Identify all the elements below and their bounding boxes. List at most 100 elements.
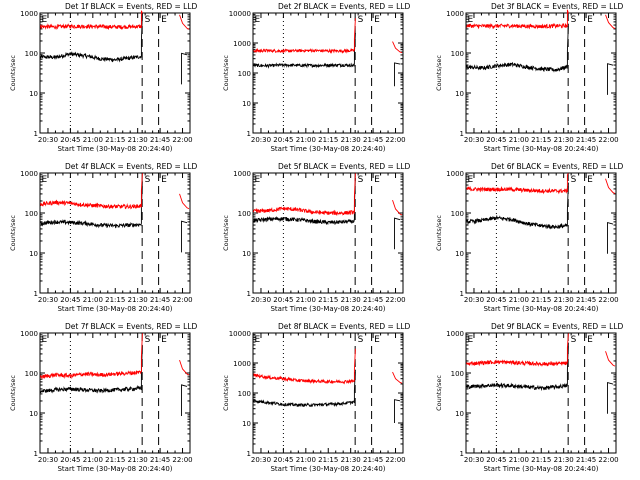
- event-marker: E: [41, 335, 47, 345]
- events-series-line: [253, 369, 356, 408]
- y-tick-label: 1: [247, 450, 251, 458]
- x-tick-label: 20:30: [464, 456, 484, 464]
- x-tick-label: 21:00: [83, 456, 103, 464]
- x-tick-label: 20:30: [464, 296, 484, 304]
- y-tick-label: 100: [238, 390, 251, 398]
- event-marker: S: [145, 175, 151, 185]
- chart-panel: Det 5f BLACK = Events, RED = LLD 1 10 100 10…: [222, 162, 411, 313]
- y-axis-label: Counts/sec: [222, 375, 230, 411]
- chart-panel: Det 9f BLACK = Events, RED = LLD 1 10 100 10…: [435, 322, 624, 473]
- y-tick-label: 1000: [20, 330, 38, 338]
- events-series-line: [40, 181, 143, 229]
- events-series-line: [253, 178, 356, 226]
- x-tick-label: 21:45: [576, 456, 596, 464]
- chart-panel: Det 7f BLACK = Events, RED = LLD 1 10 100 10…: [9, 322, 198, 473]
- x-tick-label: 20:30: [251, 456, 271, 464]
- x-axis-label: Start Time (30-May-08 20:24:40): [483, 305, 598, 313]
- x-tick-label: 20:30: [251, 136, 271, 144]
- x-tick-label: 21:30: [341, 456, 361, 464]
- event-marker: S: [358, 15, 364, 25]
- chart-panel: Det 6f BLACK = Events, RED = LLD 1 10 100 10…: [435, 162, 624, 313]
- panel-title: Det 9f BLACK = Events, RED = LLD: [491, 322, 624, 331]
- x-tick-label: 21:00: [509, 456, 529, 464]
- chart-panel: Det 4f BLACK = Events, RED = LLD 1 10 100 10…: [9, 162, 198, 313]
- event-marker: E: [374, 175, 380, 185]
- y-tick-label: 100: [451, 210, 464, 218]
- y-tick-label: 100: [238, 70, 251, 78]
- x-tick-label: 21:00: [83, 136, 103, 144]
- plot-frame: [465, 12, 617, 134]
- y-tick-label: 10: [242, 100, 251, 108]
- x-tick-label: 21:00: [509, 296, 529, 304]
- x-tick-label: 21:15: [318, 456, 338, 464]
- x-tick-label: 21:15: [318, 136, 338, 144]
- y-tick-label: 10: [29, 410, 38, 418]
- plot-frame: [252, 332, 404, 454]
- panel-title: Det 6f BLACK = Events, RED = LLD: [491, 162, 624, 171]
- x-tick-label: 22:00: [598, 136, 618, 144]
- x-tick-label: 20:30: [38, 296, 58, 304]
- events-late-trace: [181, 52, 188, 85]
- x-tick-label: 22:00: [172, 296, 192, 304]
- y-axis-label: Counts/sec: [9, 55, 17, 91]
- x-tick-label: 21:30: [128, 456, 148, 464]
- x-tick-label: 21:30: [341, 296, 361, 304]
- lld-late-trace: [179, 14, 190, 30]
- event-marker: S: [145, 15, 151, 25]
- lld-series-line: [253, 18, 356, 54]
- x-tick-label: 21:15: [531, 456, 551, 464]
- x-tick-label: 22:00: [598, 456, 618, 464]
- events-late-trace: [181, 384, 188, 417]
- y-tick-label: 1: [34, 130, 38, 138]
- lld-late-trace: [392, 371, 403, 384]
- x-tick-label: 21:15: [105, 296, 125, 304]
- event-marker: E: [467, 15, 473, 25]
- panel-title: Det 4f BLACK = Events, RED = LLD: [65, 162, 198, 171]
- lld-late-trace: [605, 178, 616, 194]
- lld-series-line: [466, 333, 569, 367]
- x-tick-label: 20:45: [273, 136, 293, 144]
- y-tick-label: 10: [29, 90, 38, 98]
- x-tick-label: 22:00: [385, 136, 405, 144]
- event-marker: E: [587, 175, 593, 185]
- y-tick-label: 1000: [446, 10, 464, 18]
- lld-series-line: [40, 173, 143, 210]
- x-tick-label: 21:45: [150, 456, 170, 464]
- lld-late-trace: [392, 199, 403, 216]
- events-series-line: [466, 23, 569, 73]
- event-marker: S: [571, 175, 577, 185]
- event-marker: S: [145, 335, 151, 345]
- x-tick-label: 21:15: [105, 136, 125, 144]
- events-late-trace: [607, 221, 614, 254]
- event-marker: E: [254, 175, 260, 185]
- y-tick-label: 100: [25, 210, 38, 218]
- events-series-line: [40, 13, 143, 63]
- y-axis-label: Counts/sec: [9, 375, 17, 411]
- plot-frame: [465, 332, 617, 454]
- plot-frame: [252, 172, 404, 294]
- x-tick-label: 21:30: [554, 296, 574, 304]
- events-series-line: [253, 32, 356, 69]
- x-axis-label: Start Time (30-May-08 20:24:40): [57, 465, 172, 473]
- event-marker: S: [571, 335, 577, 345]
- events-series-line: [40, 344, 143, 394]
- x-tick-label: 20:45: [486, 296, 506, 304]
- event-marker: E: [161, 15, 167, 25]
- x-tick-label: 22:00: [598, 296, 618, 304]
- lld-late-trace: [179, 359, 190, 376]
- panel-title: Det 1f BLACK = Events, RED = LLD: [65, 2, 198, 11]
- x-tick-label: 22:00: [385, 456, 405, 464]
- y-tick-label: 10000: [229, 10, 251, 18]
- events-late-trace: [394, 62, 401, 87]
- y-tick-label: 1000: [20, 10, 38, 18]
- y-tick-label: 100: [451, 50, 464, 58]
- x-tick-label: 21:30: [128, 136, 148, 144]
- lld-series-line: [466, 9, 569, 30]
- lld-series-line: [253, 348, 356, 385]
- x-axis-label: Start Time (30-May-08 20:24:40): [483, 465, 598, 473]
- y-axis-label: Counts/sec: [9, 215, 17, 251]
- panel-title: Det 2f BLACK = Events, RED = LLD: [278, 2, 411, 11]
- y-tick-label: 1000: [233, 360, 251, 368]
- lld-series-line: [40, 10, 143, 31]
